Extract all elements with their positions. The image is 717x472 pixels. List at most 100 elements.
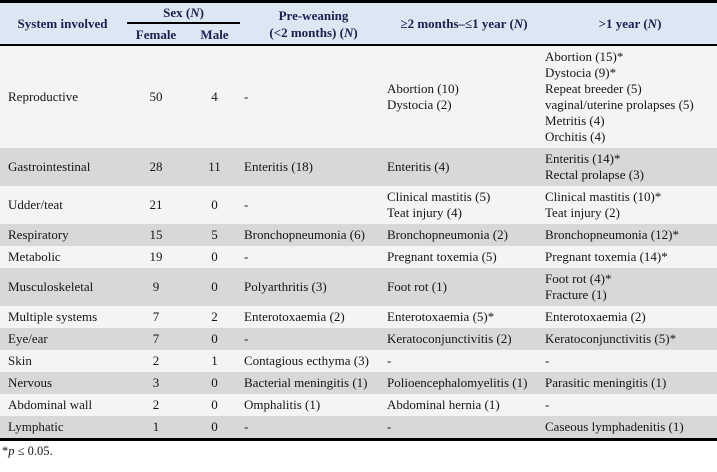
table-row: Udder/teat 21 0 - Clinical mastitis (5) …: [0, 186, 717, 224]
two-months-to-one-year-cell: Keratoconjunctivitis (2): [387, 331, 512, 346]
female-count-cell: 7: [152, 309, 160, 324]
preweaning-cell: Enterotoxaemia (2): [244, 309, 345, 324]
over-one-year-cell: -: [545, 397, 550, 412]
female-count-cell: 50: [149, 89, 163, 104]
table-row: Musculoskeletal 9 0 Polyarthritis (3) Fo…: [0, 268, 717, 306]
two-months-to-one-year-cell: Abortion (10) Dystocia (2): [387, 81, 459, 112]
male-count-cell: 4: [211, 89, 218, 104]
system-cell: Gastrointestinal: [8, 159, 91, 174]
table-row: Skin 2 1 Contagious ecthyma (3) - -: [0, 350, 717, 372]
preweaning-cell: -: [244, 197, 249, 212]
male-count-cell: 1: [211, 353, 218, 368]
table-row: Metabolic 19 0 - Pregnant toxemia (5) Pr…: [0, 246, 717, 268]
over-one-year-cell: Foot rot (4)* Fracture (1): [545, 271, 612, 302]
over-one-year-cell: Keratoconjunctivitis (5)*: [545, 331, 677, 346]
system-cell: Eye/ear: [8, 331, 48, 346]
two-months-to-one-year-cell: Enterotoxaemia (5)*: [387, 309, 495, 324]
two-months-to-one-year-cell: -: [387, 419, 392, 434]
over-one-year-cell: Enterotoxaemia (2): [545, 309, 646, 324]
over-one-year-cell: Abortion (15)* Dystocia (9)* Repeat bree…: [545, 49, 694, 144]
table-row: Abdominal wall 2 0 Omphalitis (1) Abdomi…: [0, 394, 717, 416]
two-months-to-one-year-cell: Pregnant toxemia (5): [387, 249, 497, 264]
table-row: Gastrointestinal 28 11 Enteritis (18) En…: [0, 148, 717, 186]
female-count-cell: 2: [152, 397, 160, 412]
preweaning-cell: Polyarthritis (3): [244, 279, 327, 294]
system-cell: Respiratory: [8, 227, 69, 242]
header-system-involved: System involved: [0, 1, 125, 45]
two-months-to-one-year-cell: -: [387, 353, 392, 368]
male-count-cell: 0: [211, 375, 218, 390]
two-months-to-one-year-cell: Abdominal hernia (1): [387, 397, 500, 412]
female-count-cell: 9: [152, 279, 160, 294]
female-count-cell: 21: [149, 197, 163, 212]
significance-footnote: *p ≤ 0.05.: [2, 444, 53, 458]
two-months-to-one-year-cell: Bronchopneumonia (2): [387, 227, 508, 242]
over-one-year-cell: Enteritis (14)* Rectal prolapse (3): [545, 151, 644, 182]
female-count-cell: 28: [149, 159, 163, 174]
female-count-cell: 1: [152, 419, 160, 434]
male-count-cell: 2: [211, 309, 218, 324]
system-cell: Reproductive: [8, 89, 79, 104]
header-preweaning-line2: (<2 months) (N): [269, 24, 358, 40]
table-row: Lymphatic 1 0 - - Caseous lymphadenitis …: [0, 416, 717, 440]
female-count-cell: 2: [152, 353, 160, 368]
male-count-cell: 0: [211, 279, 218, 294]
header-sex: Sex (N): [125, 1, 243, 25]
preweaning-cell: Bacterial meningitis (1): [244, 375, 368, 390]
two-months-to-one-year-cell: Foot rot (1): [387, 279, 447, 294]
preweaning-cell: Bronchopneumonia (6): [244, 227, 365, 242]
male-count-cell: 0: [211, 249, 218, 264]
header-preweaning: Pre-weaning (<2 months) (N): [242, 1, 386, 45]
preweaning-cell: Enteritis (18): [244, 159, 313, 174]
preweaning-cell: -: [244, 249, 249, 264]
header-male: Male: [187, 25, 243, 45]
system-cell: Abdominal wall: [8, 397, 93, 412]
system-cell: Multiple systems: [8, 309, 98, 324]
table-row: Eye/ear 7 0 - Keratoconjunctivitis (2) K…: [0, 328, 717, 350]
table-row: Reproductive 50 4 - Abortion (10) Dystoc…: [0, 45, 717, 148]
over-one-year-cell: Caseous lymphadenitis (1): [545, 419, 684, 434]
table-header: System involved Sex (N) Pre-weaning (<2 …: [0, 1, 717, 45]
preweaning-cell: -: [244, 89, 249, 104]
male-count-cell: 5: [211, 227, 218, 242]
male-count-cell: 0: [211, 197, 218, 212]
over-one-year-cell: -: [545, 353, 550, 368]
two-months-to-one-year-cell: Enteritis (4): [387, 159, 450, 174]
header-system-label: System involved: [17, 16, 108, 31]
over-one-year-cell: Parasitic meningitis (1): [545, 375, 667, 390]
male-count-cell: 11: [208, 159, 221, 174]
system-cell: Metabolic: [8, 249, 61, 264]
female-count-cell: 19: [149, 249, 163, 264]
preweaning-cell: -: [244, 331, 249, 346]
preweaning-cell: Contagious ecthyma (3): [244, 353, 369, 368]
preweaning-cell: -: [244, 419, 249, 434]
table-body: Reproductive 50 4 - Abortion (10) Dystoc…: [0, 45, 717, 440]
male-count-cell: 0: [211, 331, 218, 346]
female-count-cell: 7: [152, 331, 160, 346]
system-cell: Udder/teat: [8, 197, 63, 212]
header-preweaning-line1: Pre-weaning: [278, 7, 349, 23]
male-count-cell: 0: [211, 419, 218, 434]
over-one-year-cell: Pregnant toxemia (14)*: [545, 249, 668, 264]
over-one-year-cell: Clinical mastitis (10)* Teat injury (2): [545, 189, 662, 220]
male-count-cell: 0: [211, 397, 218, 412]
header-sex-label: Sex (N): [127, 4, 241, 24]
clinical-findings-table: System involved Sex (N) Pre-weaning (<2 …: [0, 0, 717, 441]
table-row: Nervous 3 0 Bacterial meningitis (1) Pol…: [0, 372, 717, 394]
two-months-to-one-year-cell: Polioencephalomyelitis (1): [387, 375, 528, 390]
table-row: Respiratory 15 5 Bronchopneumonia (6) Br…: [0, 224, 717, 246]
system-cell: Musculoskeletal: [8, 279, 94, 294]
header-over-one-year: >1 year (N): [543, 1, 717, 45]
system-cell: Skin: [8, 353, 32, 368]
female-count-cell: 15: [149, 227, 163, 242]
two-months-to-one-year-cell: Clinical mastitis (5) Teat injury (4): [387, 189, 491, 220]
system-cell: Nervous: [8, 375, 53, 390]
header-female: Female: [125, 25, 187, 45]
header-two-months-to-one-year: ≥2 months–≤1 year (N): [385, 1, 544, 45]
female-count-cell: 3: [152, 375, 160, 390]
system-cell: Lymphatic: [8, 419, 64, 434]
table-row: Multiple systems 7 2 Enterotoxaemia (2) …: [0, 306, 717, 328]
over-one-year-cell: Bronchopneumonia (12)*: [545, 227, 679, 242]
preweaning-cell: Omphalitis (1): [244, 397, 321, 412]
